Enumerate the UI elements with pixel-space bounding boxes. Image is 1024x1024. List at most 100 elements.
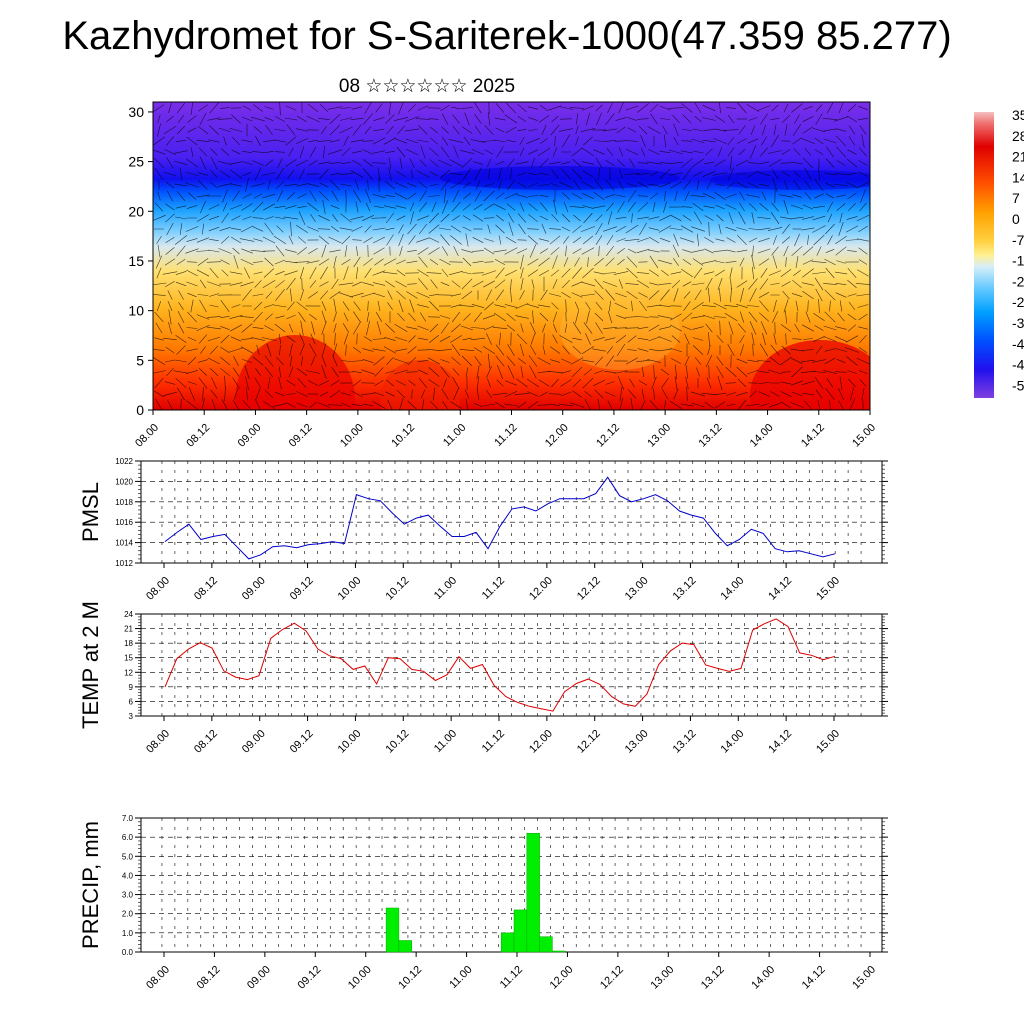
y-tick-label: 1022 bbox=[115, 457, 133, 466]
x-tick-label: 12.00 bbox=[527, 575, 555, 603]
y-tick-label: 25 bbox=[128, 154, 144, 170]
x-tick-label: 13.00 bbox=[648, 964, 676, 992]
x-tick-label: 08.12 bbox=[192, 728, 220, 756]
x-tick-label: 09.12 bbox=[295, 964, 323, 992]
cross-section-y-axis: 0 5 10 15 20 25 30 bbox=[128, 104, 153, 418]
x-tick-label: 08.12 bbox=[195, 964, 223, 992]
colorbar-label: -21 bbox=[1012, 273, 1024, 289]
cold-core bbox=[710, 170, 870, 190]
y-tick-label: 24 bbox=[124, 610, 133, 619]
x-tick-label: 08.12 bbox=[184, 422, 212, 450]
precip-bar bbox=[500, 932, 515, 953]
x-tick-label: 13.12 bbox=[671, 728, 699, 756]
y-tick-label: 0.0 bbox=[122, 948, 134, 957]
x-tick-label: 09.12 bbox=[288, 728, 316, 756]
y-tick-label: 21 bbox=[124, 625, 133, 634]
y-axis-label: PRECIP, mm bbox=[78, 821, 103, 949]
y-tick-label: 30 bbox=[128, 104, 144, 120]
x-tick-label: 10.12 bbox=[383, 575, 411, 603]
x-tick-label: 09.00 bbox=[240, 575, 268, 603]
x-tick-label: 08.00 bbox=[133, 422, 161, 450]
y-tick-label: 15 bbox=[128, 253, 144, 269]
y-tick-label: 5.0 bbox=[122, 852, 134, 861]
temp-series-line bbox=[164, 618, 836, 712]
precip-bar bbox=[526, 833, 540, 953]
y-tick-label: 1014 bbox=[115, 539, 133, 548]
y-tick-label: 1012 bbox=[115, 559, 133, 568]
precip-bar bbox=[539, 936, 553, 953]
colorbar-label: 35 bbox=[1012, 107, 1024, 123]
colorbar-label: -56 bbox=[1012, 377, 1024, 393]
page-title: Kazhydromet for S-Sariterek-1000(47.359 … bbox=[62, 14, 952, 58]
x-tick-label: 11.00 bbox=[441, 422, 468, 449]
warm-region bbox=[560, 290, 680, 370]
x-tick-label: 10.12 bbox=[396, 964, 424, 992]
x-tick-label: 13.00 bbox=[645, 422, 673, 450]
x-tick-label: 09.12 bbox=[288, 575, 316, 603]
y-axis-label: PMSL bbox=[78, 482, 103, 542]
x-tick-label: 12.12 bbox=[575, 728, 603, 756]
colorbar-gradient bbox=[974, 112, 994, 398]
x-tick-label: 08.00 bbox=[144, 964, 172, 992]
x-tick-label: 13.00 bbox=[623, 575, 651, 603]
y-tick-label: 15 bbox=[124, 654, 133, 663]
x-tick-label: 14.12 bbox=[799, 422, 827, 450]
x-tick-label: 12.12 bbox=[594, 422, 622, 450]
x-tick-label: 14.12 bbox=[766, 575, 794, 603]
x-tick-label: 08.00 bbox=[144, 575, 172, 603]
y-tick-label: 12 bbox=[124, 668, 133, 677]
y-tick-label: 0 bbox=[136, 402, 144, 418]
y-tick-label: 3 bbox=[129, 712, 134, 721]
x-tick-label: 11.12 bbox=[492, 422, 519, 449]
y-axis-label: TEMP at 2 M bbox=[78, 601, 103, 729]
cross-section-x-axis: 08.00 08.12 09.00 09.12 10.00 10.12 11.00 11.12… bbox=[133, 410, 878, 450]
x-tick-label: 13.12 bbox=[699, 964, 727, 992]
precip-bar bbox=[552, 950, 566, 953]
colorbar-label: -49 bbox=[1012, 357, 1024, 373]
y-tick-label: 10 bbox=[128, 303, 144, 319]
colorbar-label: 7 bbox=[1012, 190, 1020, 206]
y-tick-label: 1018 bbox=[115, 498, 133, 507]
x-tick-label: 15.00 bbox=[814, 728, 842, 756]
x-tick-label: 11.12 bbox=[480, 728, 507, 755]
x-tick-label: 14.12 bbox=[766, 728, 794, 756]
chart-subtitle: 08 ☆☆☆☆☆☆ 2025 bbox=[339, 76, 515, 97]
y-tick-label: 6.0 bbox=[122, 833, 134, 842]
x-tick-label: 14.00 bbox=[748, 422, 776, 450]
x-tick-label: 15.00 bbox=[814, 575, 842, 603]
x-tick-label: 12.00 bbox=[527, 728, 555, 756]
colorbar-label: -42 bbox=[1012, 336, 1024, 352]
cross-section-panel: 0 5 10 15 20 25 30 08.00 08.12 09.00 09.12 10.00 10… bbox=[128, 101, 878, 450]
y-tick-label: 20 bbox=[128, 203, 144, 219]
x-tick-label: 13.00 bbox=[623, 728, 651, 756]
y-tick-label: 7.0 bbox=[122, 814, 134, 823]
x-tick-label: 14.00 bbox=[718, 575, 746, 603]
x-tick-label: 11.12 bbox=[480, 575, 507, 602]
y-tick-label: 1020 bbox=[115, 477, 133, 486]
y-tick-label: 6 bbox=[129, 697, 134, 706]
x-tick-label: 12.12 bbox=[575, 575, 603, 603]
x-tick-label: 14.00 bbox=[718, 728, 746, 756]
pmsl-series-line bbox=[164, 476, 836, 560]
wind-arrow-lines bbox=[153, 102, 870, 410]
precip-bar bbox=[385, 907, 400, 953]
y-tick-label: 1016 bbox=[115, 518, 133, 527]
x-tick-label: 09.00 bbox=[245, 964, 273, 992]
x-tick-label: 10.12 bbox=[389, 422, 417, 450]
x-tick-label: 09.00 bbox=[240, 728, 268, 756]
y-tick-label: 3.0 bbox=[122, 891, 134, 900]
colorbar-label: 21 bbox=[1012, 149, 1024, 165]
x-tick-label: 14.00 bbox=[749, 964, 777, 992]
x-tick-label: 11.00 bbox=[432, 728, 459, 755]
x-tick-label: 09.12 bbox=[287, 422, 315, 450]
y-tick-label: 18 bbox=[124, 639, 133, 648]
colorbar-label: -35 bbox=[1012, 315, 1024, 331]
colorbar-label: 14 bbox=[1012, 169, 1024, 185]
wind-arrows bbox=[153, 102, 870, 410]
x-tick-label: 08.00 bbox=[144, 728, 172, 756]
x-tick-label: 15.00 bbox=[850, 964, 878, 992]
x-tick-label: 11.12 bbox=[498, 964, 525, 991]
x-tick-label: 09.00 bbox=[236, 422, 264, 450]
x-tick-label: 12.12 bbox=[598, 964, 626, 992]
